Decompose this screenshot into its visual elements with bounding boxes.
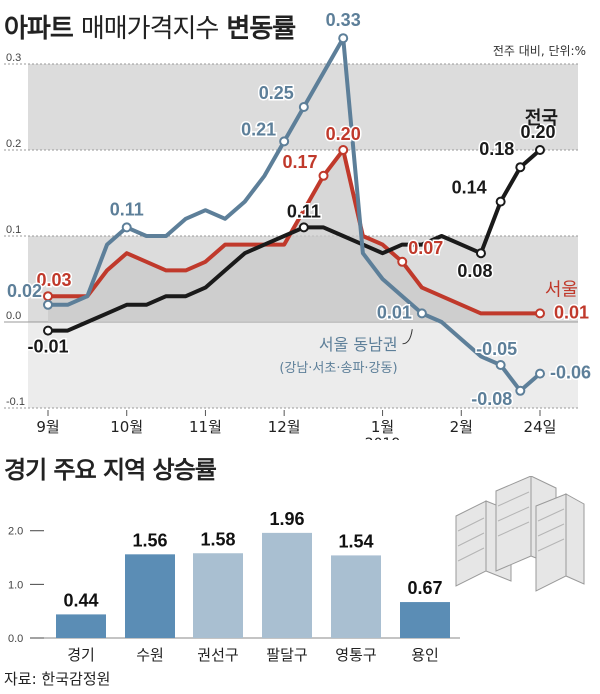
data-point [535,145,545,155]
bar-value-label: 0.44 [63,590,98,610]
bar-value-label: 1.56 [132,530,167,550]
data-point [416,308,427,319]
bar-y-tick-label: 2.0 [8,526,23,538]
x-tick-label: 11월 [189,418,222,436]
series-name-seoul: 서울 [545,279,578,300]
data-label: 0.01 [554,302,589,322]
data-point [515,385,526,396]
data-point [495,360,506,370]
bar-value-label: 1.54 [338,531,373,551]
data-label: -0.08 [471,389,512,409]
data-label: 0.33 [326,10,361,30]
y-tick-label: 0.3 [6,52,21,64]
y-tick-label: 0.0 [6,310,21,322]
line-chart: 0.3 0.2 0.1 0.0 -0.1 9월 10월 11월 12월 1월 2월 24일 2019 -0… [4,9,593,440]
x-tick-label: 24일 [524,418,557,436]
unit-note: 전주 대비, 단위:% [492,44,586,58]
bar-value-label: 1.96 [269,509,304,529]
data-label: 0.01 [377,302,412,322]
data-label: 0.25 [259,83,294,103]
bar-category-label: 수원 [136,646,164,664]
bar-category-label: 권선구 [197,646,238,664]
data-label: 0.03 [36,270,71,290]
chart-title: 아파트 매매가격지수 변동률 [4,8,296,45]
data-point [495,196,506,207]
x-tick-label: 10월 [110,418,143,436]
data-point [298,102,309,112]
band-neg [28,322,578,408]
data-point [397,256,408,267]
data-point [535,368,545,379]
data-label: 0.11 [287,201,321,221]
data-point [515,162,526,173]
data-point [298,222,309,233]
data-point [43,325,53,336]
x-tick-label: 9월 [36,418,59,436]
source-note: 자료: 한국감정원 [4,670,111,688]
data-point [121,222,132,233]
bar [262,532,312,638]
bar-category-label: 팔달구 [266,646,307,664]
bar-value-label: 0.67 [407,578,442,598]
data-point [43,299,53,310]
data-label: 0.20 [520,122,555,142]
y-tick-label: 0.1 [6,224,21,236]
bar-category-label: 경기 [67,646,95,664]
bar-category-label: 영통구 [335,646,376,664]
data-point [279,136,290,147]
data-label: 0.07 [408,238,443,258]
bar [193,553,243,638]
data-label: 0.18 [479,139,514,159]
data-label: 0.08 [457,261,492,281]
y-tick-label: 0.2 [6,138,21,150]
x-tick-label: 2월 [450,418,473,436]
building-illustration [436,476,586,596]
data-label: 0.20 [326,124,361,144]
bar-y-tick-label: 0.0 [8,633,23,645]
data-label: 0.11 [110,199,144,219]
x-tick-label: 12월 [268,418,301,436]
data-label: 0.14 [452,178,487,198]
data-label: 0.02 [7,281,42,301]
series-line-0 [48,148,542,333]
data-label: -0.06 [550,363,591,383]
data-point [338,145,349,155]
data-label: 0.21 [241,119,276,139]
data-point [535,308,545,319]
callout-arrow [402,329,413,345]
y-tick-label: -0.1 [6,396,25,408]
bar-chart-title: 경기 주요 지역 상승률 [4,456,217,484]
bar-value-label: 1.58 [200,529,235,549]
series-name-national: 전국 [525,108,558,129]
title-part-1: 아파트 [4,14,74,44]
bar [56,614,106,638]
bar [400,602,450,638]
series-subname-gangnam: (강남·서초·송파·강동) [279,361,397,376]
series-line-1 [48,148,540,316]
data-label: -0.05 [476,339,517,359]
bar-category-label: 용인 [411,646,439,664]
bar [331,555,381,638]
data-point [318,170,329,181]
title-part-3: 변동률 [226,14,296,44]
x-tick-sublabel: 2019 [365,436,401,440]
seoul-area [48,150,540,322]
x-tick-label: 1월 [371,418,394,436]
data-label: 0.17 [282,152,317,172]
data-point [475,248,486,259]
bar-y-tick-label: 1.0 [8,579,23,591]
title-part-2: 매매가격지수 [80,14,220,44]
data-point [338,33,349,44]
bar [125,554,175,638]
data-label: -0.01 [27,337,68,357]
series-name-gangnam: 서울 동남권 [319,335,398,354]
